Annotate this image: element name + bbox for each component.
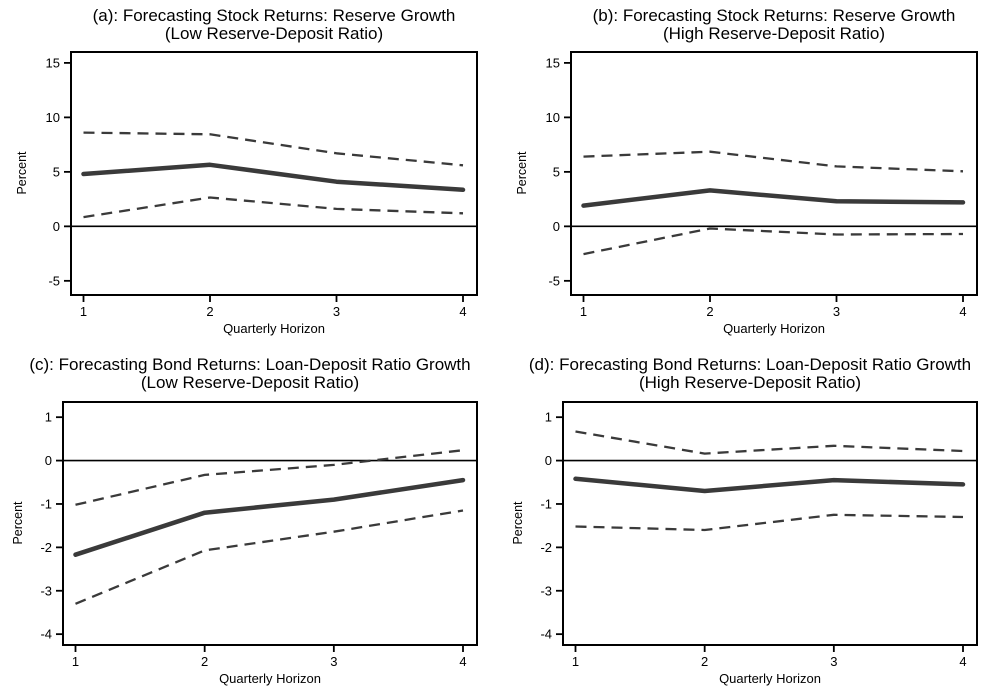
x-tick-label: 3: [833, 304, 840, 319]
y-axis-label: Percent: [515, 151, 529, 195]
chart-svg-d: (d): Forecasting Bond Returns: Loan-Depo…: [511, 355, 978, 686]
y-tick-label: -5: [48, 273, 60, 288]
x-axis-label: Quarterly Horizon: [723, 321, 825, 336]
series-upper-band: [83, 131, 464, 167]
y-tick-label: 5: [53, 164, 60, 179]
y-tick-label: -4: [40, 627, 52, 642]
chart-subtitle: (Low Reserve-Deposit Ratio): [141, 373, 359, 392]
x-tick-label: 1: [72, 654, 79, 669]
chart-title: (c): Forecasting Bond Returns: Loan-Depo…: [29, 355, 470, 374]
y-tick-label: -3: [40, 583, 52, 598]
chart-svg-c: (c): Forecasting Bond Returns: Loan-Depo…: [11, 355, 478, 686]
series-lower-band: [575, 513, 964, 532]
x-tick-label: 2: [201, 654, 208, 669]
series-point-estimate: [73, 477, 466, 557]
chart-title: (a): Forecasting Stock Returns: Reserve …: [93, 6, 456, 25]
x-tick-label: 1: [580, 304, 587, 319]
plot-area: 15 10 5 0 -5 1 2 3 4: [546, 51, 978, 319]
y-axis-label: Percent: [511, 501, 525, 545]
chart-svg-b: (b): Forecasting Stock Returns: Reserve …: [515, 6, 978, 336]
x-tick-label: 3: [333, 304, 340, 319]
series-lower-band: [75, 509, 464, 605]
plot-border: [570, 51, 978, 296]
y-tick-label: 15: [46, 55, 60, 70]
y-tick-label: -4: [540, 627, 552, 642]
x-tick-label: 4: [459, 304, 466, 319]
plot-border: [70, 51, 478, 296]
x-tick-label: 4: [459, 654, 466, 669]
y-tick-label: 0: [545, 453, 552, 468]
plot-border: [562, 401, 978, 646]
series-lower-band: [83, 196, 464, 219]
chart-title: (b): Forecasting Stock Returns: Reserve …: [593, 6, 956, 25]
x-tick-label: 1: [572, 654, 579, 669]
plot-area: 15 10 5 0 -5 1 2 3 4: [46, 51, 478, 319]
y-tick-label: -2: [540, 540, 552, 555]
chart-panel-d: (d): Forecasting Bond Returns: Loan-Depo…: [500, 350, 1000, 700]
y-tick-label: 1: [545, 410, 552, 425]
chart-subtitle: (High Reserve-Deposit Ratio): [663, 24, 885, 43]
series-lower-band: [583, 227, 964, 256]
y-tick-label: 10: [546, 110, 560, 125]
y-tick-label: 0: [553, 219, 560, 234]
y-tick-label: -5: [548, 273, 560, 288]
x-tick-label: 4: [959, 654, 966, 669]
x-tick-label: 1: [80, 304, 87, 319]
y-tick-label: -2: [40, 540, 52, 555]
chart-title: (d): Forecasting Bond Returns: Loan-Depo…: [529, 355, 971, 374]
y-tick-label: -1: [40, 496, 52, 511]
series-upper-band: [75, 449, 464, 506]
series-upper-band: [575, 430, 964, 455]
chart-panel-b: (b): Forecasting Stock Returns: Reserve …: [500, 0, 1000, 350]
chart-subtitle: (Low Reserve-Deposit Ratio): [165, 24, 383, 43]
y-tick-label: -3: [540, 583, 552, 598]
plot-border: [62, 401, 478, 646]
y-tick-label: 15: [546, 55, 560, 70]
chart-panel-a: (a): Forecasting Stock Returns: Reserve …: [0, 0, 500, 350]
series-point-estimate: [581, 188, 966, 208]
chart-svg-a: (a): Forecasting Stock Returns: Reserve …: [15, 6, 478, 336]
chart-panel-c: (c): Forecasting Bond Returns: Loan-Depo…: [0, 350, 500, 700]
x-tick-label: 2: [206, 304, 213, 319]
x-axis-label: Quarterly Horizon: [223, 321, 325, 336]
x-tick-label: 2: [701, 654, 708, 669]
y-tick-label: 1: [45, 410, 52, 425]
plot-area: 1 0 -1 -2 -3 -4 1 2 3 4: [40, 401, 478, 669]
series-upper-band: [583, 150, 964, 173]
y-tick-label: 10: [46, 110, 60, 125]
x-tick-label: 3: [330, 654, 337, 669]
x-tick-label: 2: [706, 304, 713, 319]
plot-area: 1 0 -1 -2 -3 -4 1 2 3 4: [540, 401, 978, 669]
y-axis-label: Percent: [11, 501, 25, 545]
chart-subtitle: (High Reserve-Deposit Ratio): [639, 373, 861, 392]
x-tick-label: 3: [830, 654, 837, 669]
series-point-estimate: [573, 476, 966, 494]
y-tick-label: 0: [45, 453, 52, 468]
x-tick-label: 4: [959, 304, 966, 319]
y-axis-label: Percent: [15, 151, 29, 195]
series-point-estimate: [81, 162, 466, 193]
x-axis-label: Quarterly Horizon: [719, 671, 821, 686]
y-tick-label: -1: [540, 496, 552, 511]
y-tick-label: 0: [53, 219, 60, 234]
x-axis-label: Quarterly Horizon: [219, 671, 321, 686]
y-tick-label: 5: [553, 164, 560, 179]
